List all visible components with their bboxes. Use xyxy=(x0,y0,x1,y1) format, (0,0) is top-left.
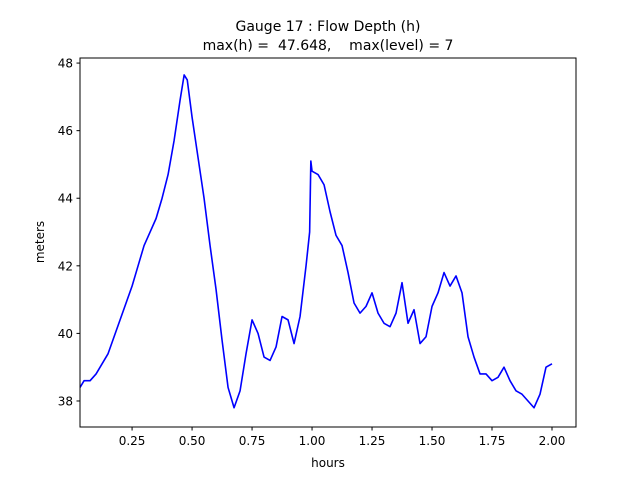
data-line xyxy=(79,74,553,409)
x-tick-label: 1.00 xyxy=(299,434,326,448)
x-tick-label: 0.50 xyxy=(179,434,206,448)
x-tick-label: 0.25 xyxy=(119,434,146,448)
y-tick-label: 48 xyxy=(58,57,73,71)
chart-title: Gauge 17 : Flow Depth (h) xyxy=(236,19,421,35)
x-tick-label: 1.75 xyxy=(479,434,506,448)
y-axis-label: meters xyxy=(33,221,47,263)
plot-frame xyxy=(79,57,577,428)
x-tick-label: 2.00 xyxy=(539,434,566,448)
x-tick-label: 1.25 xyxy=(359,434,386,448)
x-tick-label: 0.75 xyxy=(239,434,266,448)
y-tick-label: 44 xyxy=(58,192,73,206)
x-tick-label: 1.50 xyxy=(419,434,446,448)
y-tick-label: 46 xyxy=(58,124,73,138)
y-tick-label: 38 xyxy=(58,394,73,408)
x-axis-label: hours xyxy=(311,456,345,470)
chart-subtitle: max(h) = 47.648, max(level) = 7 xyxy=(203,38,454,54)
y-tick-label: 42 xyxy=(58,259,73,273)
y-tick-label: 40 xyxy=(58,327,73,341)
